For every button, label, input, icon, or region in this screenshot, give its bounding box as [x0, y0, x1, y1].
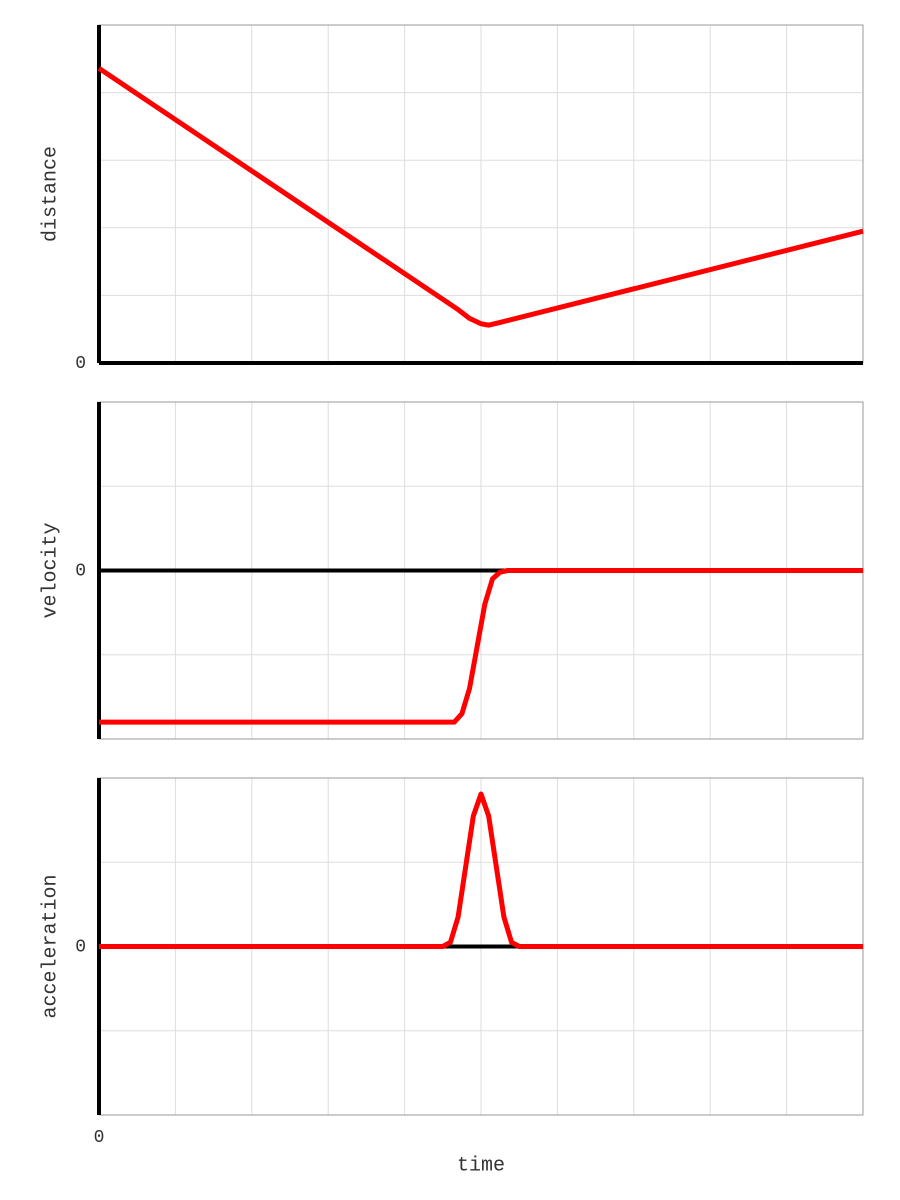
data-line — [99, 568, 863, 725]
data-line — [97, 66, 864, 328]
y-tick-label: 0 — [75, 561, 86, 581]
y-axis-label: velocity — [39, 522, 62, 618]
x-tick-label: 0 — [94, 1128, 105, 1148]
y-tick-label: 0 — [75, 937, 86, 957]
data-line — [99, 791, 863, 949]
y-axis-label: acceleration — [39, 874, 62, 1018]
x-axis-label: time — [457, 1154, 505, 1177]
y-tick-label: 0 — [75, 354, 86, 374]
y-axis-label: distance — [39, 146, 62, 242]
